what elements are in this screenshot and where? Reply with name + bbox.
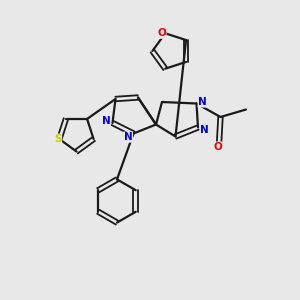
Text: N: N <box>124 132 133 142</box>
Text: S: S <box>54 134 62 144</box>
Text: O: O <box>157 28 166 38</box>
Text: N: N <box>200 125 209 135</box>
Text: N: N <box>198 97 207 107</box>
Text: O: O <box>213 142 222 152</box>
Text: N: N <box>101 116 110 126</box>
